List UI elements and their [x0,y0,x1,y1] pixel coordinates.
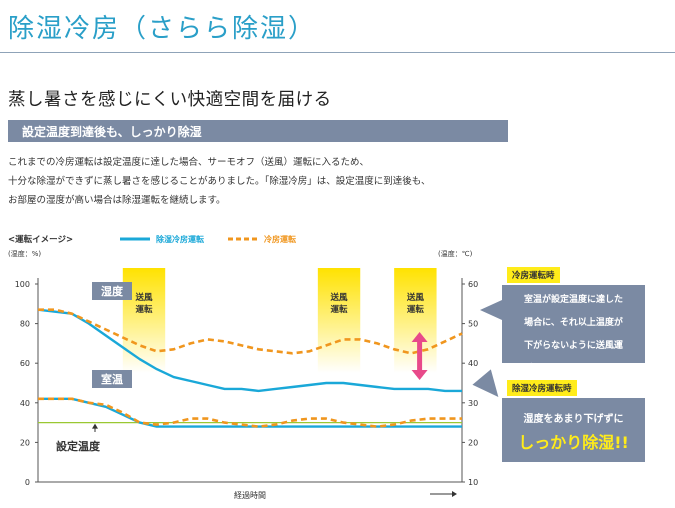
page-title: 除湿冷房（さらら除湿） [8,14,317,44]
fan-mode-label: 運転 [407,304,425,315]
callout-line: 下がらないように送風運 [524,341,623,351]
y-right-tick-label: 60 [468,280,478,289]
series-line [38,397,462,428]
y-left-axis-label: (湿度：%) [8,249,41,258]
chart-title: <運転イメージ> [8,234,73,245]
y-left-tick-label: 0 [25,478,30,487]
fan-mode-label: 送風 [406,292,425,303]
room-temp-badge [92,370,132,388]
y-right-tick-label: 20 [468,438,478,447]
y-right-tick-label: 10 [468,478,478,487]
callout-line: 転に切り替わります。 [528,364,619,374]
gap-arrow-up-icon [411,332,428,342]
humidity-badge-label: 湿度 [101,284,124,298]
y-left-tick-label: 20 [20,438,30,447]
callout-highlight: しっかり除湿!! [518,433,629,452]
subheading-bar: 設定温度到達後も、しっかり除湿 [8,120,508,142]
callout-tag-dehumid: 除湿冷房運転時 [507,380,577,396]
body-line: お部屋の湿度が高い場合は除湿運転を継続します。 [8,195,226,206]
fan-mode-label: 運転 [331,304,349,315]
callout-pointer-icon [480,300,502,320]
fan-mode-label: 運転 [135,304,153,315]
series-line [38,397,462,428]
y-right-tick-label: 50 [468,320,478,329]
y-left-tick-label: 100 [15,280,30,289]
fan-mode-band [317,268,361,373]
callout-line: 場合に、それ以上温度が [524,318,623,328]
fan-mode-band [394,268,437,373]
y-right-axis-label: (温度：℃) [438,249,473,258]
time-arrow-head-icon [452,491,457,497]
fan-mode-label: 送風 [330,292,349,303]
legend-label: 除湿冷房運転 [156,234,204,244]
callout-line: 湿度をあまり下げずに [523,414,624,425]
y-right-tick-label: 40 [468,359,478,368]
y-left-tick-label: 40 [20,399,30,408]
humidity-badge [92,282,132,300]
gap-arrow-down-icon [411,370,428,380]
series-line [38,308,463,355]
body-line: これまでの冷房運転は設定温度に達した場合、サーモオフ（送風）運転に入るため、 [8,157,370,168]
callout-tag-cooling: 冷房運転時 [507,267,560,283]
callout-cooling: 室温が設定温度に達した 場合に、それ以上温度が 下がらないように送風運 転に切り… [502,285,645,374]
y-left-tick-label: 80 [20,320,30,329]
fan-mode-label: 送風 [134,292,153,303]
title-divider [0,52,675,53]
body-text: これまでの冷房運転は設定温度に達した場合、サーモオフ（送風）運転に入るため、 十… [8,153,648,210]
callout-dehumid: 湿度をあまり下げずに しっかり除湿!! [502,398,645,462]
series-line [37,308,462,393]
y-left-tick-label: 60 [20,359,30,368]
callout-line: 室温が設定温度に達した [523,295,623,305]
body-line: 十分な除湿ができずに蒸し暑さを感じることがありました。「除湿冷房」は、設定温度に… [8,176,431,187]
legend-label: 冷房運転 [264,234,296,244]
setpoint-arrow-icon [92,423,98,429]
section-heading: 蒸し暑さを感じにくい快適空間を届ける [8,90,332,110]
operation-chart: 送風運転送風運転送風運転020406080100102030405060(湿度：… [8,234,478,500]
setpoint-label: 設定温度 [56,439,101,453]
subheading-text: 設定温度到達後も、しっかり除湿 [22,125,202,139]
y-right-tick-label: 30 [468,399,478,408]
room-temp-badge-label: 室温 [101,372,123,386]
x-axis-label: 経過時間 [234,490,266,500]
